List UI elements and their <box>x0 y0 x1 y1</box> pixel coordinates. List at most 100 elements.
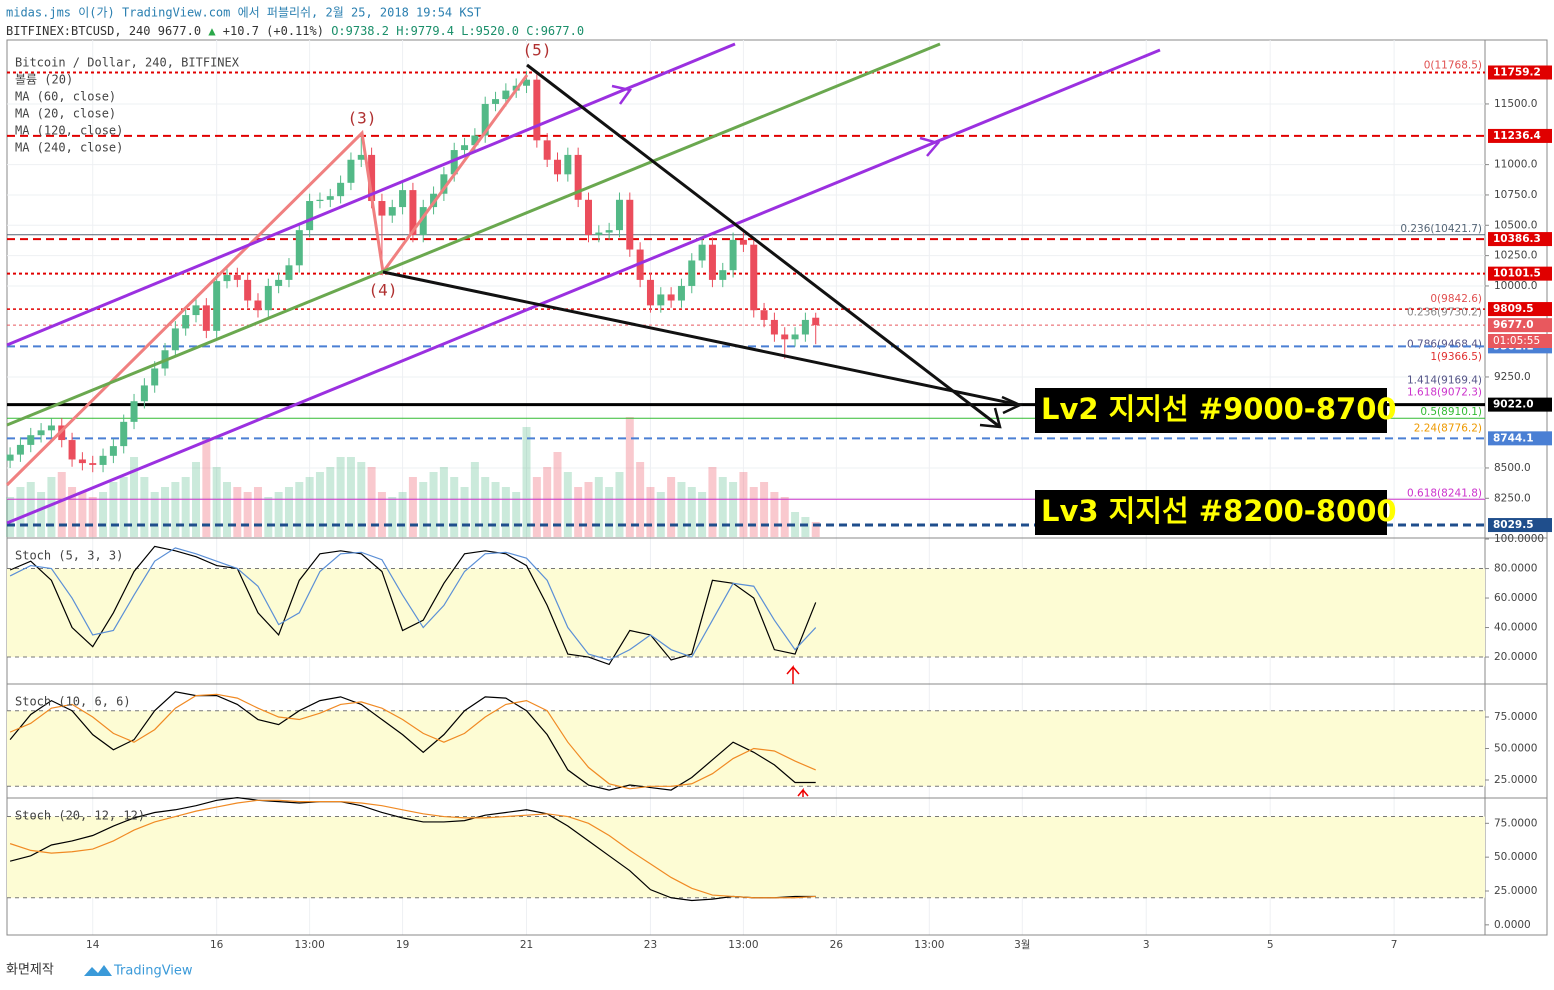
volume-bar <box>594 477 603 537</box>
candle-body <box>564 154 572 175</box>
stoch-line <box>9 693 816 790</box>
candle-body <box>6 454 14 461</box>
candle-body <box>533 79 541 141</box>
candle-body <box>605 230 613 233</box>
legend-entry: MA (120, close) <box>15 124 123 138</box>
ohlc: O:9738.2 H:9779.4 L:9520.0 C:9677.0 <box>331 24 584 38</box>
candle-body <box>791 334 799 340</box>
signal-arrow <box>786 664 800 684</box>
y-tick-label: 75.0000 <box>1494 711 1537 723</box>
legend-entry: 볼륨 (20) <box>15 73 73 87</box>
price-badge <box>1488 302 1552 317</box>
candle-body <box>378 201 386 216</box>
y-tick-label: 10000.0 <box>1494 280 1537 292</box>
volume-bar <box>171 482 180 537</box>
volume-bar <box>543 467 552 537</box>
candle-body <box>285 265 293 280</box>
volume-bar <box>729 482 738 537</box>
volume-bar <box>78 492 87 537</box>
trend-line <box>6 42 941 427</box>
callout-box <box>1035 388 1387 433</box>
fib-label: 0(9842.6) <box>1430 293 1482 305</box>
candle-body <box>657 294 665 306</box>
callout-text: Lv2 지지선 #9000-8700 <box>1041 392 1397 426</box>
volume-bar <box>429 472 438 537</box>
volume-bar <box>284 487 293 537</box>
candle-body <box>99 455 107 465</box>
candle-body <box>140 385 148 402</box>
x-tick-label: 13:00 <box>728 939 758 951</box>
wave-line <box>5 74 529 487</box>
price-badge <box>1488 232 1552 247</box>
candle-body <box>750 244 758 311</box>
volume-bar <box>161 487 170 537</box>
y-tick-label: 75.0000 <box>1494 817 1537 829</box>
trend-arrow <box>979 407 1002 429</box>
price-badge <box>1488 318 1552 333</box>
candle-body <box>729 239 737 271</box>
y-tick-label: 10500.0 <box>1494 219 1537 231</box>
countdown-badge <box>1488 334 1552 348</box>
y-tick-label: 60.0000 <box>1494 592 1537 604</box>
candle-body <box>368 154 376 202</box>
x-tick-label: 23 <box>644 939 657 951</box>
candle-body <box>171 328 179 351</box>
volume-bar <box>408 477 417 537</box>
change: +10.7 (+0.11%) <box>223 24 324 38</box>
volume-bar <box>677 482 686 537</box>
volume-bar <box>37 492 46 537</box>
candle-body <box>120 421 128 447</box>
volume-bar <box>522 427 531 537</box>
candle-body <box>192 305 200 316</box>
y-tick-label: 8500.0 <box>1494 462 1531 474</box>
candle-body <box>78 459 86 464</box>
fib-label: 0.5(8910.1) <box>1420 406 1482 418</box>
candle-body <box>554 159 562 175</box>
countdown: 01:05:55 <box>1493 335 1540 347</box>
price-badge-label: 9677.0 <box>1493 319 1534 331</box>
logo <box>84 965 112 976</box>
callout-box <box>1035 490 1387 535</box>
volume-bar <box>605 487 614 537</box>
x-tick-label: 16 <box>210 939 224 951</box>
price-badge-label: 9022.0 <box>1493 399 1534 411</box>
volume-bar <box>26 482 35 537</box>
candle-body <box>760 310 768 320</box>
volume-bar <box>501 487 510 537</box>
trend-arrow <box>919 136 941 157</box>
candle-body <box>440 174 448 194</box>
volume-bar <box>130 457 139 537</box>
y-tick-label: 20.0000 <box>1494 651 1537 663</box>
volume-bar <box>181 477 190 537</box>
candle-body <box>337 182 345 197</box>
volume-bar <box>687 487 696 537</box>
price-badge-label: 9809.5 <box>1493 303 1534 315</box>
volume-bar <box>615 472 624 537</box>
price-badge-label: 11236.4 <box>1493 130 1541 142</box>
trend-line <box>382 270 1021 407</box>
volume-bar <box>264 497 273 537</box>
volume-bar <box>346 457 355 537</box>
y-tick-label: 50.0000 <box>1494 851 1537 863</box>
volume-bar <box>367 467 376 537</box>
volume-bar <box>563 472 572 537</box>
volume-bar <box>491 482 500 537</box>
price-badge-label: 8744.1 <box>1493 432 1534 444</box>
candle-body <box>89 463 97 465</box>
callout-text: Lv3 지지선 #8200-8000 <box>1041 494 1397 528</box>
candle-body <box>109 446 117 456</box>
candle-body <box>182 315 190 329</box>
candle-body <box>233 275 241 280</box>
footer-brand: TradingView <box>113 964 193 979</box>
volume-bar <box>398 492 407 537</box>
price-badge <box>1488 397 1552 412</box>
candle-body <box>523 79 531 86</box>
candle-body <box>812 317 820 326</box>
volume-bar <box>811 522 820 537</box>
candle-body <box>502 90 510 100</box>
background-layer: 14 16 13:00 19 21 23 13:00 26 13:00 3월 3 5 7 11500.0 1… <box>6 39 1548 951</box>
candle-body <box>213 281 221 331</box>
chart-title: Bitcoin / Dollar, 240, BITFINEX <box>15 56 240 70</box>
volume-bar <box>305 477 314 537</box>
